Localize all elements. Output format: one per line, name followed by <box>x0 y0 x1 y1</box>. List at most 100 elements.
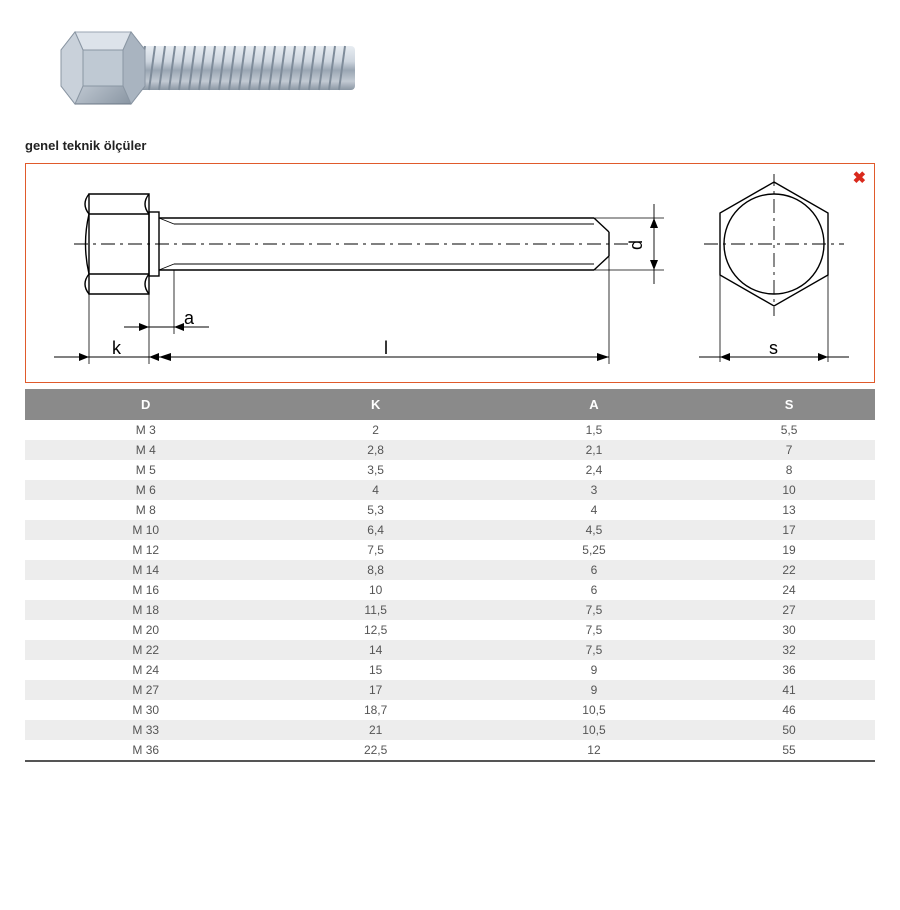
table-cell: M 4 <box>25 440 266 460</box>
table-cell: 6 <box>485 580 703 600</box>
table-cell: 5,25 <box>485 540 703 560</box>
table-cell: M 22 <box>25 640 266 660</box>
table-cell: M 27 <box>25 680 266 700</box>
table-cell: 14 <box>266 640 484 660</box>
table-row: M 148,8622 <box>25 560 875 580</box>
table-cell: M 3 <box>25 420 266 440</box>
table-cell: M 33 <box>25 720 266 740</box>
table-cell: M 6 <box>25 480 266 500</box>
close-icon[interactable]: ✖ <box>853 168 866 188</box>
table-cell: 3,5 <box>266 460 484 480</box>
table-cell: 50 <box>703 720 875 740</box>
table-cell: 10,5 <box>485 720 703 740</box>
section-title: genel teknik ölçüler <box>25 138 875 153</box>
table-cell: 41 <box>703 680 875 700</box>
table-cell: 8,8 <box>266 560 484 580</box>
table-cell: 7,5 <box>266 540 484 560</box>
table-cell: 12 <box>485 740 703 761</box>
table-cell: 19 <box>703 540 875 560</box>
table-row: M 127,55,2519 <box>25 540 875 560</box>
table-cell: M 5 <box>25 460 266 480</box>
table-cell: M 18 <box>25 600 266 620</box>
table-cell: M 36 <box>25 740 266 761</box>
table-row: M 2012,57,530 <box>25 620 875 640</box>
table-row: M 2415936 <box>25 660 875 680</box>
table-cell: 36 <box>703 660 875 680</box>
table-cell: 5,5 <box>703 420 875 440</box>
table-cell: 7,5 <box>485 640 703 660</box>
table-cell: 8 <box>703 460 875 480</box>
table-cell: M 10 <box>25 520 266 540</box>
table-cell: 13 <box>703 500 875 520</box>
table-cell: 32 <box>703 640 875 660</box>
table-cell: 2 <box>266 420 484 440</box>
table-cell: M 16 <box>25 580 266 600</box>
dimensions-table: D K A S M 321,55,5M 42,82,17M 53,52,48M … <box>25 389 875 762</box>
table-row: M 332110,550 <box>25 720 875 740</box>
table-cell: 30 <box>703 620 875 640</box>
table-row: M 53,52,48 <box>25 460 875 480</box>
table-row: M 2717941 <box>25 680 875 700</box>
table-cell: M 24 <box>25 660 266 680</box>
table-cell: 1,5 <box>485 420 703 440</box>
table-cell: 10 <box>266 580 484 600</box>
dim-a-label: a <box>184 308 195 328</box>
table-cell: M 20 <box>25 620 266 640</box>
technical-diagram: ✖ <box>25 163 875 383</box>
table-row: M 85,3413 <box>25 500 875 520</box>
table-cell: 55 <box>703 740 875 761</box>
table-cell: M 14 <box>25 560 266 580</box>
table-cell: 6,4 <box>266 520 484 540</box>
table-row: M 1610624 <box>25 580 875 600</box>
table-cell: 2,1 <box>485 440 703 460</box>
table-cell: 15 <box>266 660 484 680</box>
table-cell: 6 <box>485 560 703 580</box>
table-row: M 1811,57,527 <box>25 600 875 620</box>
table-row: M 42,82,17 <box>25 440 875 460</box>
bolt-photo <box>45 10 875 130</box>
table-row: M 22147,532 <box>25 640 875 660</box>
table-cell: 22,5 <box>266 740 484 761</box>
table-row: M 3018,710,546 <box>25 700 875 720</box>
table-cell: 10,5 <box>485 700 703 720</box>
table-cell: 17 <box>266 680 484 700</box>
table-cell: 4 <box>485 500 703 520</box>
table-cell: 27 <box>703 600 875 620</box>
col-a: A <box>485 389 703 420</box>
table-cell: 9 <box>485 680 703 700</box>
table-cell: 7 <box>703 440 875 460</box>
table-cell: 2,8 <box>266 440 484 460</box>
table-cell: 46 <box>703 700 875 720</box>
col-d: D <box>25 389 266 420</box>
dim-k-label: k <box>112 338 122 358</box>
dim-s-label: s <box>769 338 778 358</box>
col-s: S <box>703 389 875 420</box>
table-cell: 7,5 <box>485 620 703 640</box>
table-cell: 2,4 <box>485 460 703 480</box>
table-row: M 321,55,5 <box>25 420 875 440</box>
table-cell: 10 <box>703 480 875 500</box>
table-cell: 3 <box>485 480 703 500</box>
table-cell: 21 <box>266 720 484 740</box>
table-cell: 5,3 <box>266 500 484 520</box>
table-row: M 64310 <box>25 480 875 500</box>
table-cell: 7,5 <box>485 600 703 620</box>
table-cell: M 8 <box>25 500 266 520</box>
table-cell: 9 <box>485 660 703 680</box>
table-cell: 4,5 <box>485 520 703 540</box>
dim-l-label: l <box>384 338 388 358</box>
table-cell: 24 <box>703 580 875 600</box>
table-cell: 18,7 <box>266 700 484 720</box>
table-row: M 106,44,517 <box>25 520 875 540</box>
table-cell: 17 <box>703 520 875 540</box>
table-cell: 4 <box>266 480 484 500</box>
table-cell: M 30 <box>25 700 266 720</box>
table-cell: 12,5 <box>266 620 484 640</box>
table-cell: M 12 <box>25 540 266 560</box>
dim-d-label: d <box>626 240 646 250</box>
table-cell: 11,5 <box>266 600 484 620</box>
table-header-row: D K A S <box>25 389 875 420</box>
col-k: K <box>266 389 484 420</box>
table-row: M 3622,51255 <box>25 740 875 761</box>
table-cell: 22 <box>703 560 875 580</box>
